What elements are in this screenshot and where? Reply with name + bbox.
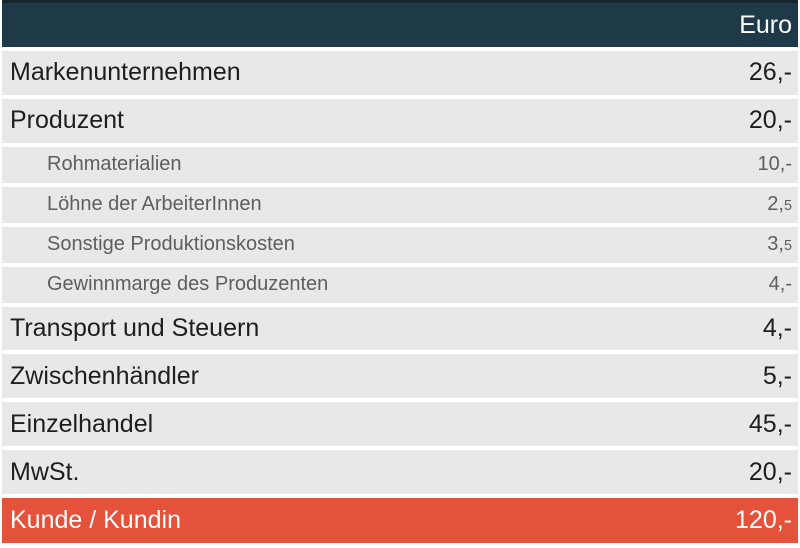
- row-label: Zwischenhändler: [10, 361, 199, 390]
- row-value: 4,-: [768, 273, 792, 296]
- row-value: 4,-: [762, 313, 792, 342]
- row-label: Einzelhandel: [10, 409, 154, 438]
- row-value: 26,-: [748, 58, 792, 87]
- row-label: Transport und Steuern: [10, 313, 260, 342]
- row-value: 120,-: [735, 506, 792, 535]
- row-value: 45,-: [748, 409, 792, 438]
- row-label: Markenunternehmen: [10, 58, 241, 87]
- row-produzent: Produzent 20,-: [2, 98, 798, 143]
- row-zwischenhaendler: Zwischenhändler 5,-: [2, 354, 798, 399]
- row-value: 2,5: [767, 193, 792, 216]
- row-mwst: MwSt. 20,-: [2, 450, 798, 495]
- table-header-row: Euro: [2, 0, 798, 47]
- row-value: 5,-: [762, 361, 792, 390]
- currency-column-header: Euro: [739, 10, 792, 39]
- row-label: Sonstige Produktionskosten: [47, 233, 295, 256]
- row-value: 10,-: [757, 153, 792, 176]
- row-label: Rohmaterialien: [47, 153, 182, 176]
- row-kunde-kundin-total: Kunde / Kundin 120,-: [2, 498, 798, 544]
- row-value: 3,5: [767, 233, 792, 256]
- row-loehne-der-arbeiterinnen: Löhne der ArbeiterInnen 2,5: [2, 186, 798, 223]
- row-label: Löhne der ArbeiterInnen: [47, 193, 262, 216]
- row-value: 20,-: [748, 106, 792, 135]
- row-sonstige-produktionskosten: Sonstige Produktionskosten 3,5: [2, 226, 798, 263]
- row-value: 20,-: [748, 457, 792, 486]
- row-einzelhandel: Einzelhandel 45,-: [2, 402, 798, 447]
- row-label: Kunde / Kundin: [10, 506, 181, 535]
- row-label: Gewinnmarge des Produzenten: [47, 273, 329, 296]
- row-label: MwSt.: [10, 457, 80, 486]
- row-markenunternehmen: Markenunternehmen 26,-: [2, 51, 798, 95]
- row-rohmaterialien: Rohmaterialien 10,-: [2, 146, 798, 183]
- row-label: Produzent: [10, 106, 124, 135]
- row-transport-und-steuern: Transport und Steuern 4,-: [2, 306, 798, 351]
- row-gewinnmarge-des-produzenten: Gewinnmarge des Produzenten 4,-: [2, 266, 798, 303]
